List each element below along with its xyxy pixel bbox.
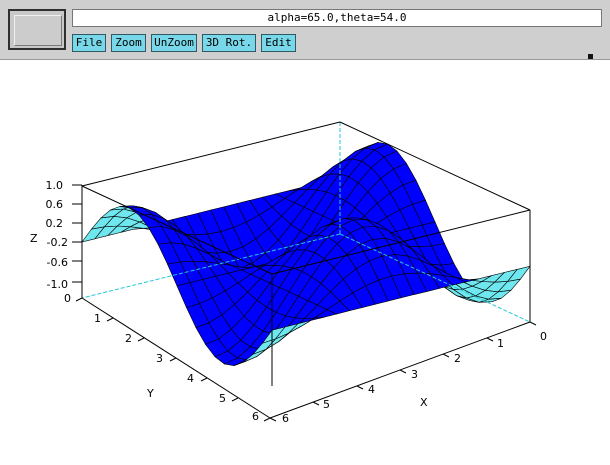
box-edge [339,121,531,211]
3d-rotation-button[interactable]: 3D Rot. [202,34,256,52]
y-tick-label: 2 [125,332,132,345]
box-edge [81,233,341,299]
z-axis: 1.0 0.6 0.2 -0.2 -0.6 -1.0 Z [30,179,83,298]
x-tick-label: 5 [323,398,330,411]
y-tick-label: 3 [156,352,163,365]
surface-plot: 1.0 0.6 0.2 -0.2 -0.6 -1.0 Z [30,121,547,425]
y-axis: 0 1 2 3 4 5 6 Y [64,292,271,423]
x-tick-label: 3 [411,368,418,381]
z-tick-label: 1.0 [46,179,64,192]
status-field: alpha=65.0,theta=54.0 [72,9,602,27]
x-tick-label: 0 [540,330,547,343]
unzoom-button[interactable]: UnZoom [151,34,197,52]
box-edge [339,233,531,323]
file-button[interactable]: File [72,34,106,52]
z-tick-label: -0.6 [47,256,68,269]
x-tick-label: 2 [454,352,461,365]
x-axis-title: X [420,396,428,409]
z-tick-label: 0.6 [46,198,64,211]
edit-button[interactable]: Edit [261,34,296,52]
resize-handle-icon[interactable] [588,54,593,59]
y-tick-label: 1 [94,312,101,325]
box-edge [81,185,273,275]
x-tick-label: 4 [368,383,375,396]
z-tick-label: -1.0 [47,278,68,291]
zoom-button[interactable]: Zoom [111,34,146,52]
y-tick-label: 4 [187,372,194,385]
preview-frame [14,15,62,46]
z-tick-label: 0.2 [46,217,64,230]
plot-canvas[interactable]: 1.0 0.6 0.2 -0.2 -0.6 -1.0 Z [0,60,610,461]
y-tick-label: 5 [219,392,226,405]
x-axis: 6 5 4 3 2 1 0 X [269,321,547,425]
z-axis-title: Z [30,232,38,245]
x-tick-label: 6 [282,412,289,425]
box-edge [271,209,531,275]
y-tick-label: 6 [252,410,259,423]
toolbar: alpha=65.0,theta=54.0 File Zoom UnZoom 3… [0,0,610,60]
z-tick-label: -0.2 [47,236,68,249]
x-tick-label: 1 [497,337,504,350]
y-axis-title: Y [146,387,154,400]
box-edge [81,121,341,187]
y-tick-label: 0 [64,292,71,305]
window-preview-thumbnail[interactable] [8,9,66,50]
